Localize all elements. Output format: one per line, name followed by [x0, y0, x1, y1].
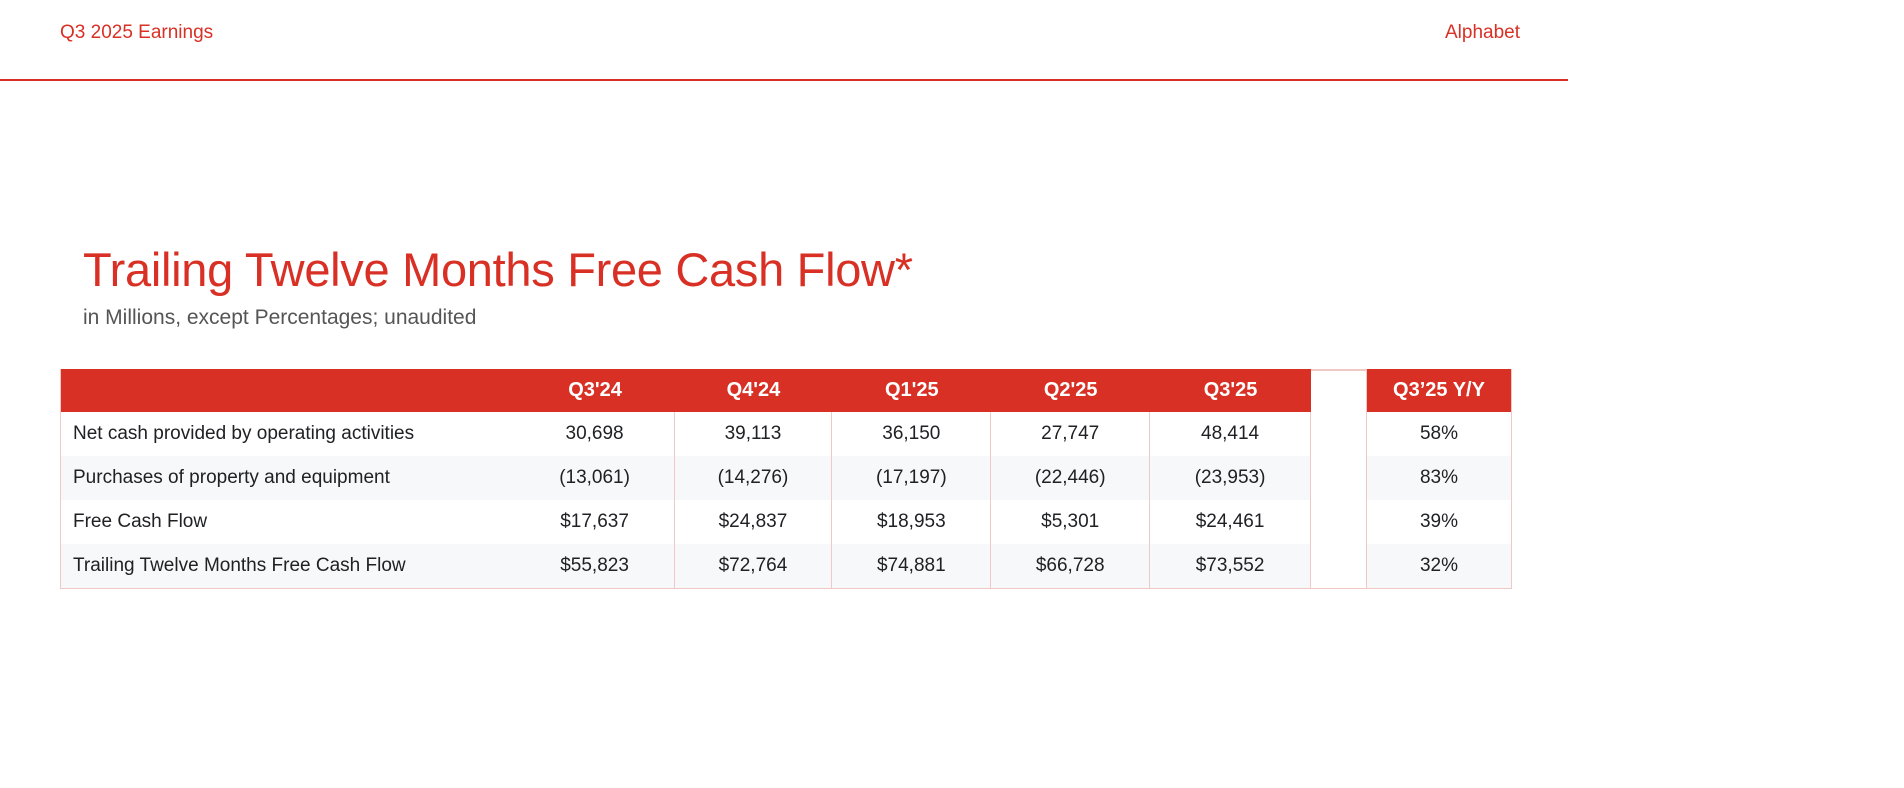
table-cell: (14,276): [675, 456, 833, 500]
table-cell: $18,953: [832, 500, 992, 544]
row-label: Free Cash Flow: [73, 511, 208, 532]
table-row: Trailing Twelve Months Free Cash Flow $5…: [61, 544, 1312, 588]
header-cell-q3-24: Q3'24: [568, 379, 622, 401]
table-cell: (17,197): [832, 456, 992, 500]
table-row: 58%: [1367, 412, 1511, 456]
yoy-header: Q3’25 Y/Y: [1367, 369, 1511, 412]
column-spacer: [1311, 369, 1367, 589]
yoy-table: Q3’25 Y/Y 58% 83% 39% 32%: [1366, 369, 1512, 589]
yoy-cell: 83%: [1419, 467, 1459, 488]
table-row: Purchases of property and equipment (13,…: [61, 456, 1312, 500]
table-cell: 39,113: [675, 412, 833, 456]
header-cell-q2-25: Q2'25: [1043, 379, 1098, 401]
report-label: Q3 2025 Earnings: [60, 22, 214, 43]
table-cell: 36,150: [832, 412, 992, 456]
table-cell: $5,301: [991, 500, 1151, 544]
table-cell: (22,446): [991, 456, 1151, 500]
table-cell: 48,414: [1150, 412, 1312, 456]
page-title: Trailing Twelve Months Free Cash Flow*: [83, 243, 913, 296]
table-cell: 30,698: [516, 412, 675, 456]
row-label: Trailing Twelve Months Free Cash Flow: [73, 555, 406, 576]
table-cell: $24,837: [675, 500, 833, 544]
table-row: Free Cash Flow $17,637 $24,837 $18,953 $…: [61, 500, 1312, 544]
table-header-row: Q3'24 Q4'24 Q1'25 Q2'25 Q3'25: [61, 369, 1311, 412]
table-cell: (13,061): [516, 456, 675, 500]
row-label: Net cash provided by operating activitie…: [73, 423, 415, 444]
yoy-cell: 32%: [1419, 555, 1459, 576]
table-cell: $73,552: [1150, 544, 1312, 588]
yoy-cell: 58%: [1419, 423, 1459, 444]
yoy-header-cell: Q3’25 Y/Y: [1393, 379, 1485, 401]
table-cell: $74,881: [832, 544, 992, 588]
header-cell-q4-24: Q4'24: [726, 379, 781, 401]
table-row: 83%: [1367, 456, 1511, 500]
company-name: Alphabet: [1444, 22, 1520, 43]
header-cell-q1-25: Q1'25: [884, 379, 939, 401]
table-row: 39%: [1367, 500, 1511, 544]
row-label: Purchases of property and equipment: [73, 467, 390, 488]
table-cell: $24,461: [1150, 500, 1312, 544]
header-cell-q3-25: Q3'25: [1203, 379, 1258, 401]
table-cell: $17,637: [516, 500, 675, 544]
yoy-cell: 39%: [1419, 511, 1459, 532]
cash-flow-table: Q3'24 Q4'24 Q1'25 Q2'25 Q3'25 Net cash p…: [60, 369, 1312, 589]
table-cell: $66,728: [991, 544, 1151, 588]
header-cell-empty: [61, 369, 516, 412]
table-cell: $55,823: [516, 544, 675, 588]
page-header: Q3 2025 Earnings Alphabet: [0, 0, 1568, 81]
page-subtitle: in Millions, except Percentages; unaudit…: [83, 306, 477, 329]
table-cell: (23,953): [1150, 456, 1312, 500]
table-row: 32%: [1367, 544, 1511, 588]
table-cell: $72,764: [675, 544, 833, 588]
table-row: Net cash provided by operating activitie…: [61, 412, 1312, 456]
table-cell: 27,747: [991, 412, 1151, 456]
